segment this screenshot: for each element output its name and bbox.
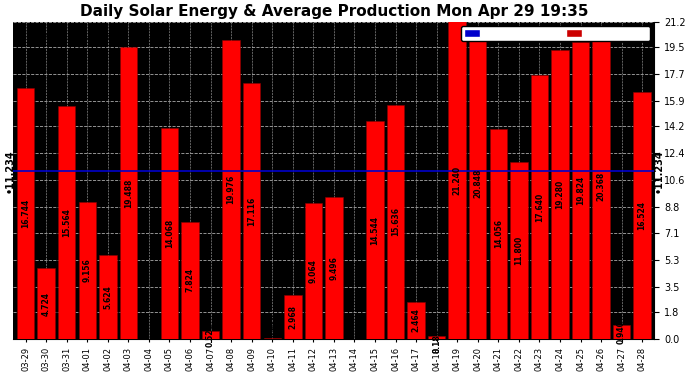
Bar bbox=[510, 162, 528, 339]
Bar bbox=[366, 122, 384, 339]
Bar bbox=[448, 21, 466, 339]
Bar bbox=[469, 27, 486, 339]
Bar bbox=[181, 222, 199, 339]
Text: 19.280: 19.280 bbox=[555, 180, 564, 209]
Text: •11.234: •11.234 bbox=[653, 149, 664, 193]
Text: 14.544: 14.544 bbox=[371, 216, 380, 244]
Text: 20.368: 20.368 bbox=[597, 172, 606, 201]
Text: 7.824: 7.824 bbox=[186, 268, 195, 292]
Text: 20.848: 20.848 bbox=[473, 168, 482, 198]
Bar bbox=[58, 106, 75, 339]
Text: 14.056: 14.056 bbox=[494, 219, 503, 248]
Title: Daily Solar Energy & Average Production Mon Apr 29 19:35: Daily Solar Energy & Average Production … bbox=[79, 4, 588, 19]
Bar bbox=[264, 338, 281, 339]
Text: 0.524: 0.524 bbox=[206, 324, 215, 348]
Text: 19.824: 19.824 bbox=[576, 176, 585, 205]
Text: 0.180: 0.180 bbox=[432, 329, 441, 353]
Bar bbox=[428, 336, 445, 339]
Text: 16.744: 16.744 bbox=[21, 199, 30, 228]
Bar bbox=[37, 268, 55, 339]
Text: 9.156: 9.156 bbox=[83, 259, 92, 282]
Text: 17.640: 17.640 bbox=[535, 192, 544, 222]
Bar bbox=[490, 129, 507, 339]
Text: 19.976: 19.976 bbox=[226, 175, 236, 204]
Bar bbox=[79, 202, 96, 339]
Text: 4.724: 4.724 bbox=[41, 292, 50, 316]
Bar bbox=[407, 302, 425, 339]
Text: 2.968: 2.968 bbox=[288, 305, 297, 329]
Text: 9.064: 9.064 bbox=[309, 259, 318, 283]
Bar bbox=[202, 331, 219, 339]
Text: Copyright 2019 Cartronics.com: Copyright 2019 Cartronics.com bbox=[20, 31, 172, 41]
Text: 11.800: 11.800 bbox=[514, 236, 523, 265]
Text: 19.488: 19.488 bbox=[124, 178, 133, 208]
Text: 0.076: 0.076 bbox=[268, 314, 277, 338]
Text: 15.564: 15.564 bbox=[62, 208, 71, 237]
Bar bbox=[387, 105, 404, 339]
Bar bbox=[284, 294, 302, 339]
Text: 15.636: 15.636 bbox=[391, 207, 400, 237]
Bar bbox=[119, 47, 137, 339]
Bar bbox=[592, 34, 610, 339]
Bar bbox=[633, 92, 651, 339]
Text: 16.524: 16.524 bbox=[638, 201, 647, 230]
Text: 0.940: 0.940 bbox=[617, 320, 626, 344]
Bar bbox=[613, 325, 631, 339]
Bar bbox=[531, 75, 548, 339]
Text: 17.116: 17.116 bbox=[247, 196, 256, 225]
Bar bbox=[551, 51, 569, 339]
Bar bbox=[17, 88, 34, 339]
Bar bbox=[161, 129, 178, 339]
Bar bbox=[325, 197, 343, 339]
Bar bbox=[99, 255, 117, 339]
Bar bbox=[243, 83, 260, 339]
Bar bbox=[304, 203, 322, 339]
Text: •11.234: •11.234 bbox=[4, 149, 14, 193]
Legend: Average  (kWh), Daily  (kWh): Average (kWh), Daily (kWh) bbox=[461, 26, 650, 41]
Text: 5.624: 5.624 bbox=[104, 285, 112, 309]
Text: 2.464: 2.464 bbox=[412, 309, 421, 333]
Text: 21.240: 21.240 bbox=[453, 165, 462, 195]
Bar bbox=[572, 42, 589, 339]
Text: 14.068: 14.068 bbox=[165, 219, 174, 248]
Bar bbox=[222, 40, 240, 339]
Text: 9.496: 9.496 bbox=[329, 256, 338, 280]
